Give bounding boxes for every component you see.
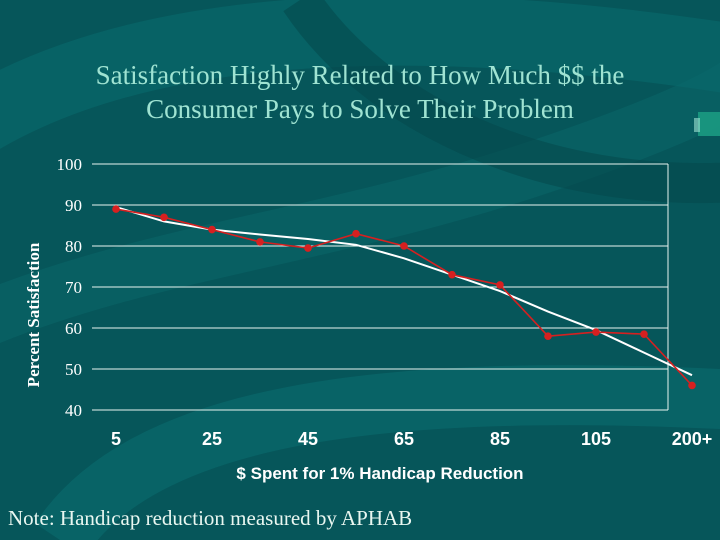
y-tick-label: 80 [65,237,82,256]
y-tick-label: 90 [65,196,82,215]
data-point [352,229,360,238]
data-point [112,205,120,213]
plot-area: 40 50 60 70 80 90 100 5 25 45 65 85 105 200+ [57,155,713,449]
data-point [496,281,504,289]
slide-title: Satisfaction Highly Related to How Much … [0,58,720,126]
data-point [544,332,552,340]
x-axis-label: $ Spent for 1% Handicap Reduction [236,464,523,483]
y-axis-label: Percent Satisfaction [24,242,43,387]
x-tick-labels: 5 25 45 65 85 105 200+ [111,429,712,449]
x-tick-label: 65 [394,429,414,449]
data-point [160,213,168,222]
x-tick-label: 5 [111,429,121,449]
y-tick-label: 50 [65,360,82,379]
data-point [304,244,312,252]
y-tick-label: 70 [65,278,82,297]
data-point [688,381,696,390]
x-tick-label: 45 [298,429,318,449]
observed-line [115,208,693,386]
trend-line [115,206,693,377]
y-tick-labels: 40 50 60 70 80 90 100 [57,155,83,420]
gridlines [92,163,669,411]
y-tick-label: 60 [65,319,82,338]
footnote: Note: Handicap reduction measured by APH… [8,506,413,530]
data-point [400,242,408,250]
data-point [256,238,264,246]
data-point [592,328,600,336]
data-point [448,270,456,279]
y-tick-label: 40 [65,401,82,420]
y-tick-label: 100 [57,155,83,174]
satisfaction-chart: 40 50 60 70 80 90 100 5 25 45 65 85 105 200+ Percent… [24,155,713,483]
title-line-2: Consumer Pays to Solve Their Problem [146,94,574,124]
x-tick-label: 105 [581,429,611,449]
x-tick-label: 25 [202,429,222,449]
data-point [208,225,216,234]
data-points [112,205,696,390]
x-tick-label: 85 [490,429,510,449]
title-line-1: Satisfaction Highly Related to How Much … [95,60,625,90]
x-tick-label: 200+ [672,429,713,449]
data-point [640,330,648,338]
